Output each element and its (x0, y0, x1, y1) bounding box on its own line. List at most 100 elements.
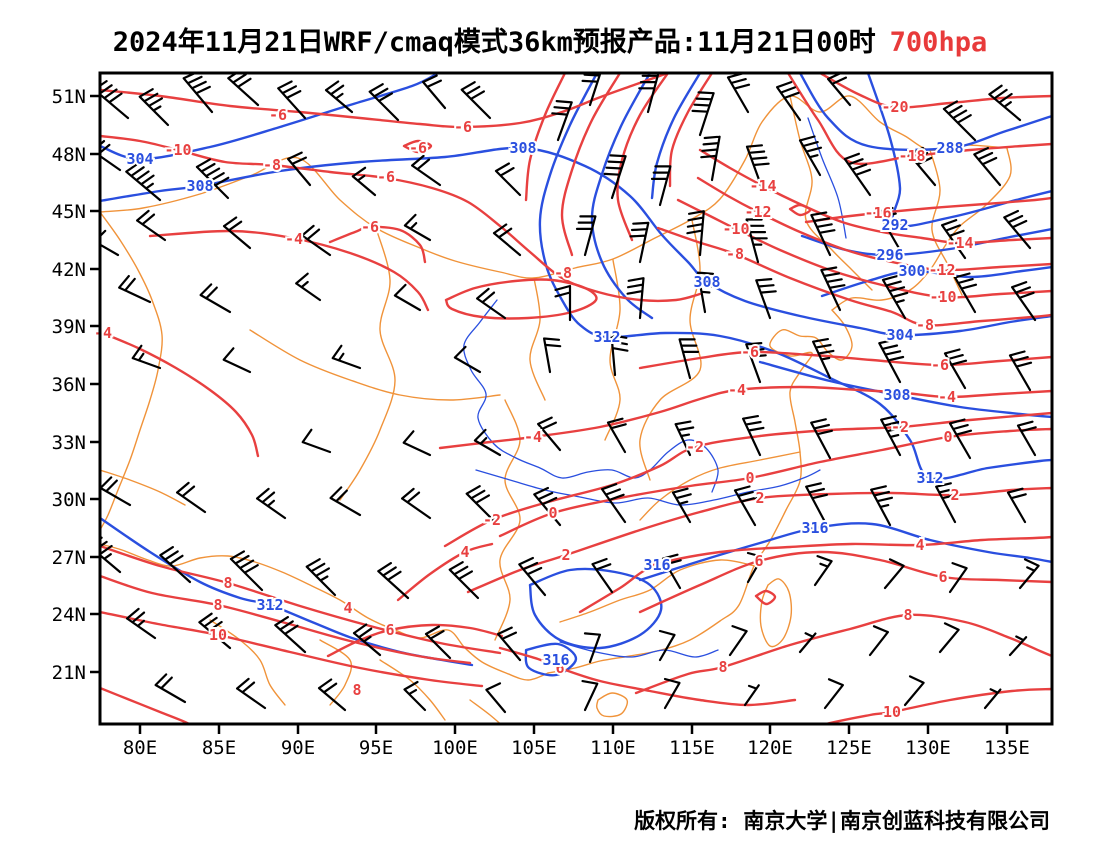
height-contour-label: 312 (593, 328, 620, 346)
temperature-contour-line (402, 139, 433, 154)
wind-barb (813, 555, 833, 587)
boundary-line (100, 469, 186, 506)
height-contour-label: 308 (186, 177, 213, 195)
wind-barb (610, 334, 629, 377)
height-contour-label: 316 (801, 519, 828, 537)
wind-barb (810, 211, 836, 257)
height-contour-label: 288 (936, 139, 963, 157)
height-contour-label: 312 (916, 469, 943, 487)
wind-barb (460, 81, 492, 120)
wind-barb (988, 84, 1022, 122)
wind-barb (424, 625, 452, 660)
temperature-contour-label: 8 (223, 574, 232, 592)
height-contour-label: 292 (881, 216, 908, 234)
wind-barb (100, 140, 122, 172)
geopotential-height-contours (100, 73, 1052, 677)
temperature-contour-label: 10 (209, 626, 227, 644)
height-contour-label: 300 (898, 262, 925, 280)
temperature-contour-label: -4 (728, 381, 746, 399)
wind-barb (465, 485, 497, 524)
wind-barb (658, 629, 676, 662)
y-axis-label: 24N (52, 604, 86, 626)
temperature-contour-label: 8 (213, 596, 222, 614)
wind-barb (118, 275, 152, 304)
height-contour-line (100, 73, 440, 161)
wind-barb (878, 338, 905, 384)
temperature-contour-label: 6 (754, 552, 763, 570)
boundary-line (759, 578, 793, 648)
temperature-contour-label: -2 (891, 418, 909, 436)
wind-barb (601, 483, 627, 524)
wind-barb (453, 345, 482, 374)
wind-barb (1008, 635, 1028, 657)
temperature-contour-label: -14 (946, 234, 973, 252)
wind-barb (626, 277, 645, 320)
wind-barb (678, 338, 700, 380)
temperature-contour-line (396, 542, 494, 602)
wind-barb (798, 632, 817, 654)
wind-barb (497, 626, 522, 662)
wind-barb (691, 91, 715, 137)
y-axis-label: 21N (52, 662, 86, 684)
y-axis-label: 36N (52, 374, 86, 396)
temperature-contour-label: -14 (749, 177, 776, 195)
wind-barb (494, 162, 522, 197)
wind-barb (575, 215, 597, 257)
temperature-contour-label: 6 (385, 621, 394, 639)
wind-barb (1008, 350, 1033, 392)
temperature-contour-line (560, 73, 622, 257)
wind-barb (983, 688, 1002, 710)
height-contour-line (866, 73, 1052, 228)
wind-barb (227, 73, 260, 107)
temperature-contour-line (818, 73, 1052, 109)
wind-barb (485, 682, 507, 714)
wind-barb (745, 218, 768, 264)
wind-barb (776, 81, 802, 122)
height-contour-line (638, 522, 1052, 582)
wind-barb (883, 558, 905, 590)
x-axis-label: 115E (669, 737, 715, 759)
height-contour-label: 316 (542, 651, 569, 669)
wind-barb (674, 420, 695, 457)
temperature-contour-label: 6 (555, 659, 564, 677)
wind-barb (1018, 558, 1040, 590)
y-axis-label: 27N (52, 547, 86, 569)
wind-barb (650, 165, 672, 207)
copyright-text: 版权所有: 南京大学|南京创蓝科技有限公司 (634, 809, 1050, 833)
wind-barb (903, 675, 925, 707)
temperature-contour-line (656, 226, 1052, 327)
temperature-contour-label: 4 (460, 543, 469, 561)
y-axis-label: 30N (52, 489, 86, 511)
wind-barb (368, 83, 400, 122)
height-contour-line (800, 227, 1052, 257)
temperature-contour-line (578, 535, 1052, 614)
temperature-contour-label: -6 (931, 356, 949, 374)
height-contour-line (650, 73, 702, 200)
height-contour-line (798, 73, 1052, 152)
boundary-line (319, 639, 353, 706)
height-contour-line (538, 73, 1052, 481)
wind-barbs-layer (100, 73, 1040, 714)
wind-barb (973, 146, 1002, 187)
temperature-contour-line (616, 73, 670, 242)
temperature-contour-line (466, 486, 1052, 594)
boundary-line (529, 277, 546, 401)
boundary-line (100, 95, 1008, 279)
temperature-contour-line (443, 411, 1052, 548)
wind-barb (256, 487, 287, 520)
temperature-contour-label: -6 (361, 218, 379, 236)
y-axis-label: 48N (52, 144, 86, 166)
wind-barb (492, 223, 522, 257)
temperature-contour-line (328, 225, 427, 264)
temperature-contour-line (100, 73, 670, 129)
wind-barb (554, 284, 572, 322)
boundary-line (604, 259, 621, 441)
wind-barb (543, 337, 562, 374)
boundary-line (339, 227, 396, 501)
height-contour-label: 296 (876, 246, 903, 264)
wind-barb (581, 73, 602, 107)
temperature-contour-label: 4 (343, 599, 352, 617)
height-contour-label: 316 (643, 556, 670, 574)
wind-barb (352, 623, 382, 657)
map-frame-and-axes: 80E 85E 90E 95E 100E 105E 110E 115E 120E 125E 130E… (52, 71, 1054, 759)
